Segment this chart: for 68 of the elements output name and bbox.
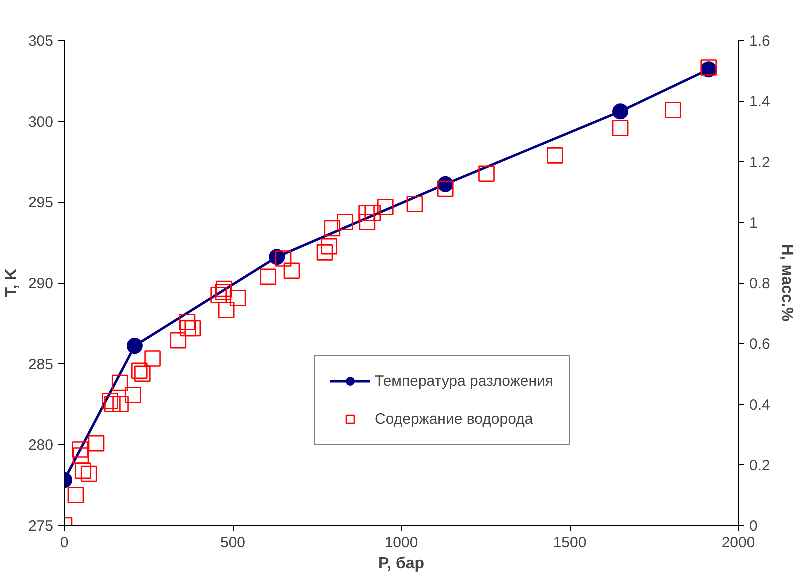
y-tick-label: 295	[28, 194, 54, 212]
y-tick-label: 285	[28, 356, 54, 374]
point	[218, 302, 235, 318]
point	[284, 262, 300, 280]
point	[88, 436, 105, 452]
point	[316, 244, 334, 261]
point	[275, 250, 292, 267]
y2-axis-title: H, масс.%	[778, 244, 796, 322]
point	[478, 166, 495, 182]
point	[210, 286, 227, 304]
point	[337, 214, 354, 231]
point	[144, 350, 161, 367]
x-tick-label: 2000	[722, 534, 756, 552]
y-tick-label: 275	[28, 518, 54, 535]
point	[216, 280, 232, 298]
x-tick-label: 0	[60, 534, 69, 552]
y2-tick-label: 1	[750, 214, 758, 232]
point	[68, 487, 84, 504]
x-tick-label: 500	[220, 534, 246, 552]
point	[170, 332, 187, 349]
y2-tick-label: 1.6	[750, 33, 770, 50]
point	[358, 205, 375, 222]
point	[664, 102, 682, 118]
point	[72, 442, 88, 458]
point	[184, 320, 202, 337]
y-tick-label: 280	[28, 437, 54, 454]
point	[612, 120, 629, 137]
point	[437, 180, 454, 198]
y2-tick-label: 0.8	[750, 276, 770, 292]
point	[230, 290, 246, 306]
x-tick-label: 1500	[553, 534, 587, 552]
point	[80, 466, 98, 482]
point	[102, 393, 118, 410]
y2-tick-label: 1.4	[750, 94, 770, 111]
y2-tick-label: 0	[750, 518, 758, 535]
point	[378, 199, 394, 216]
x-axis-title: P, бар	[378, 556, 425, 572]
point	[179, 314, 196, 331]
point	[75, 462, 92, 480]
y-tick-label: 305	[28, 33, 54, 50]
point	[125, 387, 142, 404]
point	[260, 268, 277, 286]
point	[359, 214, 376, 231]
y-axis-title: T, K	[3, 268, 20, 298]
y2-tick-label: 0.6	[750, 336, 770, 354]
point	[104, 396, 121, 412]
point	[112, 396, 129, 412]
y-tick-label: 290	[28, 276, 54, 292]
point	[324, 220, 341, 237]
legend-label: Температура разложения	[375, 372, 554, 390]
point	[364, 205, 382, 222]
point	[134, 366, 151, 382]
x-tick-label: 1000	[384, 534, 418, 552]
point	[321, 238, 338, 255]
y2-tick-label: 1.2	[750, 154, 770, 172]
point	[112, 374, 128, 392]
point	[215, 284, 232, 300]
point	[132, 362, 148, 380]
y-tick-label: 300	[28, 114, 54, 131]
point	[612, 104, 629, 120]
point	[180, 320, 196, 337]
point	[547, 148, 564, 164]
y2-tick-label: 0.2	[750, 457, 770, 474]
point	[406, 196, 424, 212]
point	[72, 448, 90, 464]
legend-label: Содержание водорода	[375, 410, 534, 428]
point	[126, 338, 143, 354]
y2-tick-label: 0.4	[750, 396, 770, 414]
